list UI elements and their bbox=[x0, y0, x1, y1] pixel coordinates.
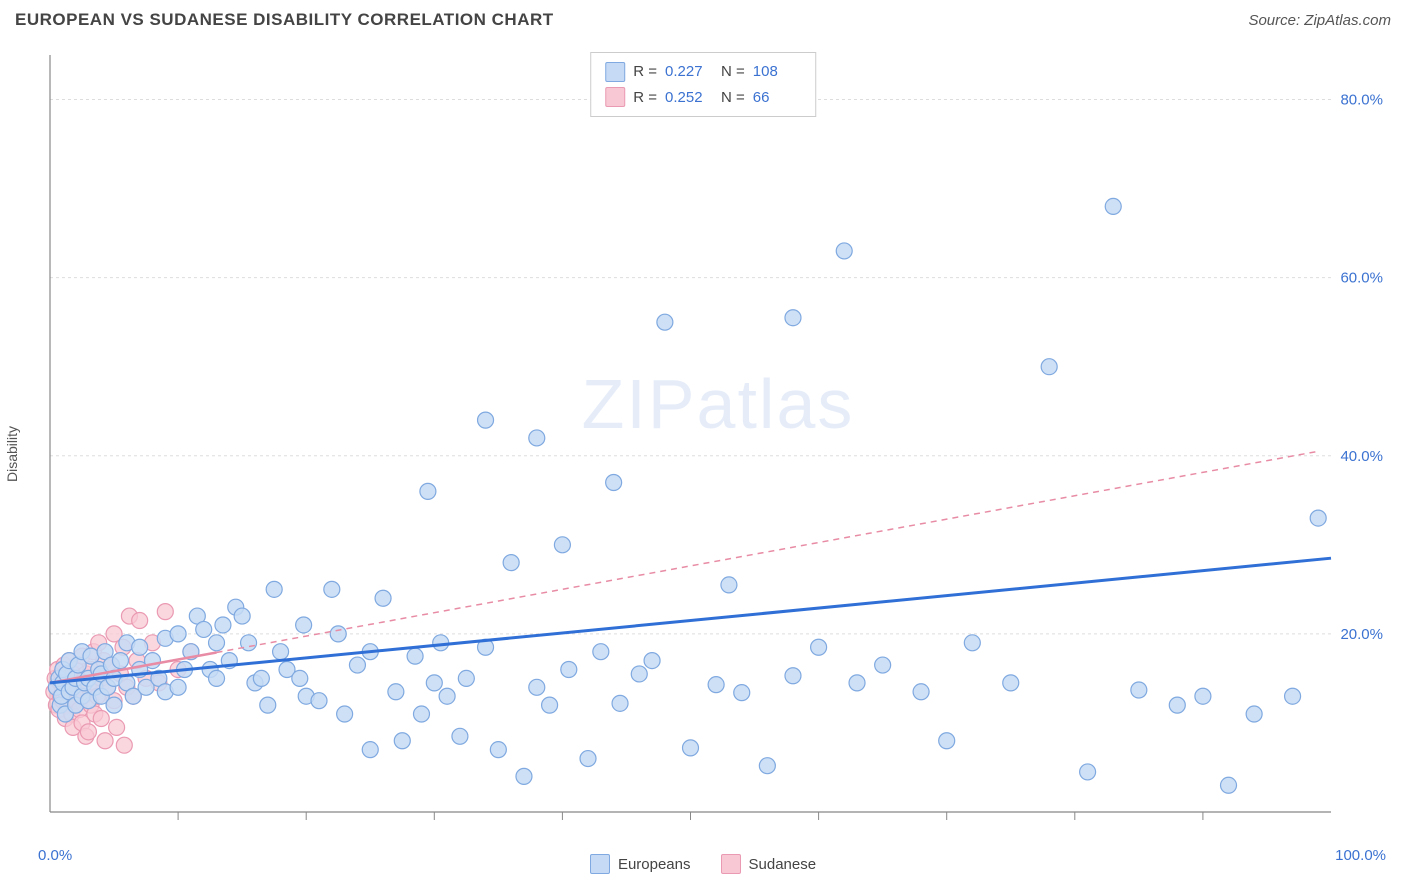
x-axis-max-label: 100.0% bbox=[1335, 847, 1386, 864]
r-label: R = bbox=[633, 85, 657, 111]
chart-title: EUROPEAN VS SUDANESE DISABILITY CORRELAT… bbox=[15, 10, 554, 30]
swatch-sudanese bbox=[721, 854, 741, 874]
svg-text:40.0%: 40.0% bbox=[1340, 448, 1383, 465]
swatch-sudanese bbox=[605, 87, 625, 107]
legend-row-sudanese: R = 0.252 N = 66 bbox=[605, 85, 801, 111]
chart-svg: 20.0% 40.0% 60.0% 80.0% bbox=[45, 50, 1391, 837]
swatch-europeans bbox=[590, 854, 610, 874]
legend-item-sudanese: Sudanese bbox=[721, 854, 817, 874]
svg-text:80.0%: 80.0% bbox=[1340, 92, 1383, 109]
source-attribution: Source: ZipAtlas.com bbox=[1248, 12, 1391, 29]
series-legend: Europeans Sudanese bbox=[0, 854, 1406, 874]
swatch-europeans bbox=[605, 62, 625, 82]
legend-label: Europeans bbox=[618, 856, 691, 873]
x-axis-min-label: 0.0% bbox=[38, 847, 72, 864]
r-label: R = bbox=[633, 59, 657, 85]
n-label: N = bbox=[721, 85, 745, 111]
scatter-chart: 20.0%40.0%60.0%80.0% ZIPatlas bbox=[45, 50, 1391, 837]
svg-text:60.0%: 60.0% bbox=[1340, 270, 1383, 287]
r-value-sudanese: 0.252 bbox=[665, 85, 713, 111]
svg-text:20.0%: 20.0% bbox=[1340, 626, 1383, 643]
legend-item-europeans: Europeans bbox=[590, 854, 691, 874]
r-value-europeans: 0.227 bbox=[665, 59, 713, 85]
n-value-sudanese: 66 bbox=[753, 85, 801, 111]
n-label: N = bbox=[721, 59, 745, 85]
legend-label: Sudanese bbox=[749, 856, 817, 873]
n-value-europeans: 108 bbox=[753, 59, 801, 85]
y-axis-label: Disability bbox=[4, 426, 20, 482]
correlation-legend: R = 0.227 N = 108 R = 0.252 N = 66 bbox=[590, 52, 816, 117]
legend-row-europeans: R = 0.227 N = 108 bbox=[605, 59, 801, 85]
